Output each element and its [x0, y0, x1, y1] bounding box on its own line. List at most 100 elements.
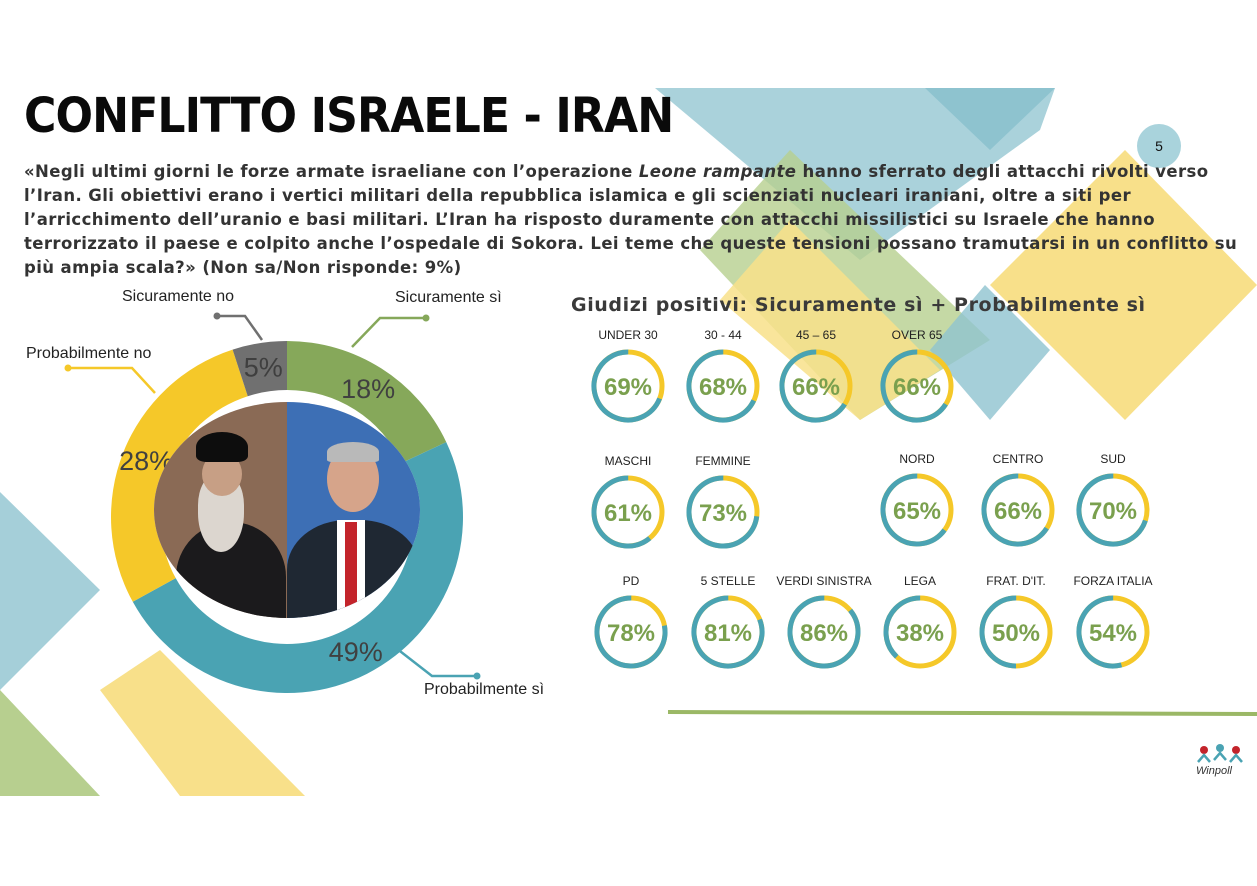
leader-probabilmente-si — [395, 647, 477, 678]
bg-yellow-diamond-right — [990, 150, 1257, 420]
gauge-ring-centro: 66% — [981, 473, 1055, 547]
figure-right-tie — [345, 522, 357, 618]
gauge-value-maschi: 61% — [604, 500, 652, 527]
gauge-value-sud: 70% — [1089, 498, 1137, 525]
gauge-label-45-65: 45 – 65 — [795, 328, 837, 342]
gauge-label-maschi: MASCHI — [604, 454, 652, 468]
gauge-sud: SUD 70% — [1058, 452, 1168, 552]
page-title: CONFLITTO ISRAELE - IRAN — [24, 88, 674, 144]
callout-sicuramente-no: Sicuramente no — [122, 288, 235, 305]
gauge-verdi-sinistra: VERDI SINISTRA 86% — [769, 574, 879, 674]
gauge-label-under-30: UNDER 30 — [598, 328, 658, 342]
survey-question: «Negli ultimi giorni le forze armate isr… — [24, 160, 1239, 280]
gauge-under-30: UNDER 30 69% — [573, 328, 683, 428]
gauge-maschi: MASCHI 61% — [573, 454, 683, 554]
question-text-1: «Negli ultimi giorni le forze armate isr… — [24, 162, 639, 181]
donut-slice-probabilmente-si — [132, 442, 464, 694]
gauge-value-30-44: 68% — [699, 374, 747, 401]
gauge-ring-verdi-sinistra: 86% — [787, 595, 861, 669]
gauge-label-centro: CENTRO — [992, 452, 1044, 466]
gauge-ring-lega: 38% — [883, 595, 957, 669]
bg-yellow-band-bottom — [100, 650, 305, 796]
gauge-ring-frat-d-it: 50% — [979, 595, 1053, 669]
gauge-label-30-44: 30 - 44 — [704, 328, 742, 342]
leader-dot-probabilmente-si — [473, 672, 481, 680]
gauge-pd: PD 78% — [576, 574, 686, 674]
gauge-value-over-65: 66% — [893, 374, 941, 401]
gauge-over-65: OVER 65 66% — [862, 328, 972, 428]
gauge-centro: CENTRO 66% — [963, 452, 1073, 552]
gauge-value-centro: 66% — [994, 498, 1042, 525]
gauge-label-5-stelle: 5 STELLE — [700, 574, 756, 588]
leader-dot-sicuramente-no — [213, 312, 221, 320]
bg-teal-diamond — [930, 285, 1050, 420]
gauge-value-forza-italia: 54% — [1089, 620, 1137, 647]
gauge-ring-5-stelle: 81% — [691, 595, 765, 669]
gauge-value-under-30: 69% — [604, 374, 652, 401]
callout-sicuramente-si: Sicuramente sì — [395, 289, 502, 306]
logo-figures — [1197, 751, 1243, 763]
gauge-30-44: 30 - 44 68% — [668, 328, 778, 428]
gauge-lega: LEGA 38% — [865, 574, 975, 674]
callout-probabilmente-no: Probabilmente no — [26, 345, 152, 362]
gauge-value-lega: 38% — [896, 620, 944, 647]
gauge-label-nord: NORD — [899, 452, 935, 466]
gauge-ring-maschi: 61% — [591, 475, 665, 549]
gauge-ring-30-44: 68% — [686, 349, 760, 423]
gauge-label-lega: LEGA — [903, 574, 936, 588]
gauge-label-sud: SUD — [1100, 452, 1126, 466]
gauge-fill-femmine — [686, 475, 760, 549]
gauge-ring-sud: 70% — [1076, 473, 1150, 547]
figure-left-turban — [196, 432, 248, 462]
bg-teal-triangle-small — [925, 88, 1055, 150]
photo-khamenei — [154, 402, 287, 618]
gauge-forza-italia: FORZA ITALIA 54% — [1058, 574, 1168, 674]
gauge-fill-sud — [1076, 473, 1150, 547]
gauges-subtitle: Giudizi positivi: Sicuramente sì + Proba… — [571, 294, 1146, 316]
gauge-fill-centro — [981, 473, 1055, 547]
gauge-nord: NORD 65% — [862, 452, 972, 552]
gauge-5-stelle: 5 STELLE 81% — [673, 574, 783, 674]
gauge-fill-lega — [883, 595, 957, 669]
gauge-fill-5-stelle — [691, 595, 765, 669]
bg-teal-triangle-top — [655, 88, 1055, 260]
page-number-badge: 5 — [1137, 124, 1181, 168]
gauge-value-frat-d-it: 50% — [992, 620, 1040, 647]
gauge-ring-femmine: 73% — [686, 475, 760, 549]
gauge-fill-forza-italia — [1076, 595, 1150, 669]
divider-line — [667, 710, 1257, 716]
gauge-value-pd: 78% — [607, 620, 655, 647]
gauge-ring-under-30: 69% — [591, 349, 665, 423]
bg-teal-triangle-left — [0, 492, 100, 690]
gauge-label-verdi-sinistra: VERDI SINISTRA — [776, 574, 872, 588]
photo-netanyahu — [287, 402, 420, 618]
leader-sicuramente-si — [351, 316, 426, 348]
gauge-label-frat-d-it: FRAT. D'IT. — [986, 574, 1046, 588]
gauge-value-nord: 65% — [893, 498, 941, 525]
leader-dot-probabilmente-no — [64, 364, 72, 372]
gauge-value-femmine: 73% — [699, 500, 747, 527]
callout-probabilmente-si: Probabilmente sì — [424, 681, 545, 698]
leaders-photo — [154, 402, 420, 618]
gauge-femmine: FEMMINE 73% — [668, 454, 778, 554]
question-text-2: hanno sferrato degli attacchi rivolti ve… — [24, 162, 1238, 277]
gauge-value-verdi-sinistra: 86% — [800, 620, 848, 647]
gauge-ring-45-65: 66% — [779, 349, 853, 423]
gauge-ring-over-65: 66% — [880, 349, 954, 423]
gauge-label-femmine: FEMMINE — [695, 454, 751, 468]
donut-leader-lines — [64, 312, 481, 680]
gauge-ring-pd: 78% — [594, 595, 668, 669]
logo-head-2 — [1216, 744, 1224, 752]
gauge-fill-frat-d-it — [979, 595, 1053, 669]
leader-sicuramente-no — [217, 314, 264, 341]
bg-green-triangle-bottom — [0, 690, 100, 796]
gauge-label-forza-italia: FORZA ITALIA — [1073, 574, 1153, 588]
gauge-label-pd: PD — [622, 574, 640, 588]
operation-name: Leone rampante — [638, 162, 797, 181]
gauge-ring-nord: 65% — [880, 473, 954, 547]
logo-head-3 — [1232, 746, 1240, 754]
donut-slice-sicuramente-no — [232, 341, 287, 397]
winpoll-logo: Winpoll — [1196, 744, 1243, 777]
donut-label-sicuramente-si: 18% — [341, 374, 395, 404]
gauge-value-45-65: 66% — [792, 374, 840, 401]
